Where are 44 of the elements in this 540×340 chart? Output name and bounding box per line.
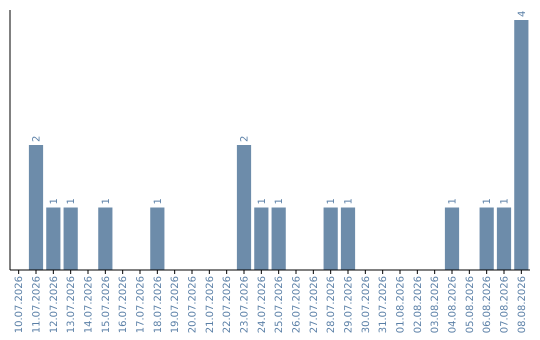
data-label: 2	[32, 136, 42, 142]
x-tick-label: 08.08.2026	[516, 276, 528, 334]
x-tick-label: 25.07.2026	[274, 276, 286, 334]
data-label: 1	[48, 198, 60, 204]
data-label: 1	[482, 198, 494, 204]
x-tick-label: 28.07.2026	[326, 276, 338, 334]
x-tick-label: 19.07.2026	[170, 276, 182, 334]
x-tick-label: 22.07.2026	[222, 276, 234, 334]
x-tick-label: 02.08.2026	[412, 276, 424, 334]
x-tick-label: 30.07.2026	[360, 276, 372, 334]
x-tick-label: 21.07.2026	[204, 276, 216, 334]
data-label: 1	[256, 198, 268, 204]
x-tick-label: 13.07.2026	[66, 276, 78, 334]
x-tick-label: 17.07.2026	[136, 276, 146, 334]
data-label: 1	[274, 198, 286, 204]
x-tick-label: 24.07.2026	[256, 276, 268, 334]
data-label: 1	[344, 198, 354, 204]
x-tick-label: 10.07.2026	[14, 276, 26, 334]
x-tick-label: 18.07.2026	[152, 276, 164, 334]
data-label: 1	[152, 198, 164, 204]
x-tick-label: 20.07.2026	[188, 276, 198, 334]
x-tick-label: 16.07.2026	[118, 276, 130, 334]
data-label: 1	[100, 198, 112, 204]
x-tick-label: 06.08.2026	[482, 276, 494, 334]
x-tick-label: 26.07.2026	[292, 276, 302, 334]
data-label: 1	[326, 198, 338, 204]
data-label: 1	[448, 198, 458, 204]
data-label: 2	[240, 136, 250, 142]
x-tick-label: 05.08.2026	[464, 276, 476, 334]
x-tick-label: 03.08.2026	[430, 276, 442, 334]
data-label: 1	[66, 198, 78, 204]
x-tick-label: 11.07.2026	[32, 276, 42, 334]
x-tick-label: 31.07.2026	[378, 276, 390, 334]
data-label: 1	[500, 198, 510, 204]
x-tick-label: 14.07.2026	[84, 276, 94, 334]
x-tick-label: 23.07.2026	[240, 276, 250, 334]
x-tick-label: 27.07.2026	[308, 276, 320, 334]
x-tick-label: 29.07.2026	[344, 276, 354, 334]
x-tick-label: 04.08.2026	[448, 276, 458, 334]
x-tick-label: 15.07.2026	[100, 276, 112, 334]
x-tick-label: 12.07.2026	[48, 276, 60, 334]
x-tick-label: 07.08.2026	[500, 276, 510, 334]
x-tick-label: 01.08.2026	[396, 276, 406, 334]
data-label: 4	[516, 10, 528, 17]
